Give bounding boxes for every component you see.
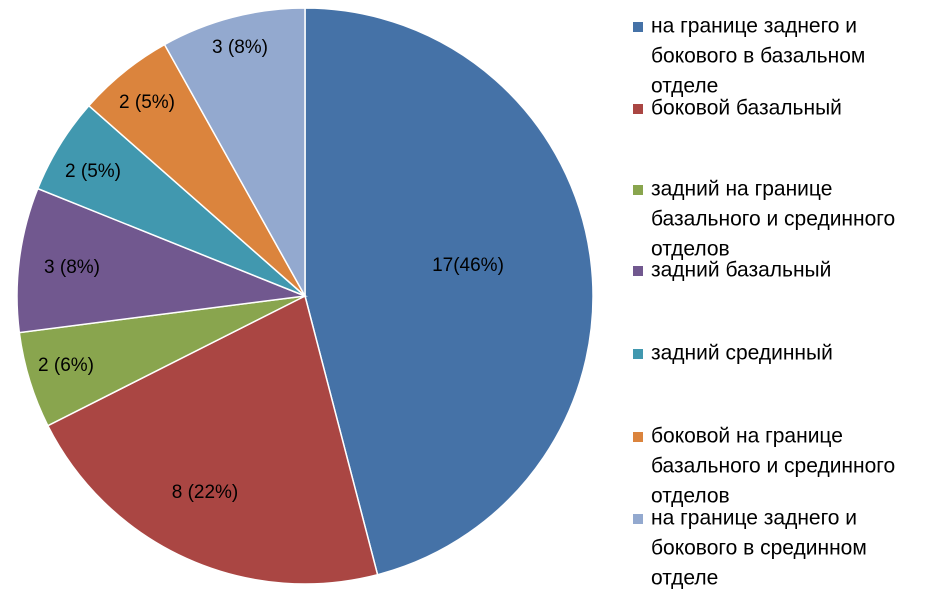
pie-slice-4 [16, 187, 308, 334]
legend-swatch-6 [633, 432, 643, 442]
legend-item-5: задний срединный [633, 342, 833, 365]
legend: на границе заднего и бокового в базальном… [633, 15, 895, 590]
slice-label-7: 3 (8%) [212, 37, 268, 58]
slice-label-2: 8 (22%) [172, 482, 239, 503]
legend-label-6-line-2: базального и срединного [651, 455, 895, 478]
legend-label-6-line-1: боковой на границе [651, 425, 843, 448]
legend-label-7-line-3: отделе [651, 567, 718, 590]
legend-label-1-line-3: отделе [651, 75, 718, 98]
legend-item-6: боковой на границе базального и срединног… [633, 425, 895, 508]
pie-slice-7 [163, 7, 306, 299]
pie-slice-1 [304, 7, 594, 576]
legend-swatch-2 [633, 104, 643, 114]
legend-swatch-3 [633, 185, 643, 195]
slice-label-6: 2 (5%) [119, 92, 175, 113]
legend-label-7-line-1: на границе заднего и [651, 507, 857, 530]
slice-label-4: 3 (8%) [44, 257, 100, 278]
legend-swatch-4 [633, 266, 643, 276]
legend-label-3-line-2: базального и срединного [651, 208, 895, 231]
legend-item-7: на границе заднего и бокового в срединном… [633, 507, 867, 590]
legend-label-3-line-3: отделов [651, 238, 730, 261]
legend-item-4: задний базальный [633, 259, 831, 282]
legend-label-1-line-1: на границе заднего и [651, 15, 857, 38]
legend-swatch-7 [633, 514, 643, 524]
legend-label-1-line-2: бокового в базальном [651, 45, 865, 68]
legend-swatch-1 [633, 22, 643, 32]
legend-label-2-line-1: боковой базальный [651, 97, 842, 120]
legend-label-3-line-1: задний на границе [651, 178, 832, 201]
pie-slice-2 [46, 294, 379, 585]
legend-label-5-line-1: задний срединный [651, 342, 833, 365]
legend-swatch-5 [633, 349, 643, 359]
legend-label-6-line-3: отделов [651, 485, 730, 508]
slice-label-3: 2 (6%) [38, 355, 94, 376]
legend-item-2: боковой базальный [633, 97, 842, 120]
legend-label-4-line-1: задний базальный [651, 259, 831, 282]
legend-item-1: на границе заднего и бокового в базальном… [633, 15, 865, 98]
slice-labels: 17(46%) 8 (22%) 2 (6%) 3 (8%) 2 (5%) 2 (5%) 3 … [38, 37, 504, 503]
legend-item-3: задний на границе базального и срединного… [633, 178, 895, 261]
legend-label-7-line-2: бокового в срединном [651, 537, 867, 560]
slice-label-5: 2 (5%) [65, 161, 121, 182]
pie-slices [16, 7, 594, 585]
slice-label-1: 17(46%) [432, 255, 504, 276]
